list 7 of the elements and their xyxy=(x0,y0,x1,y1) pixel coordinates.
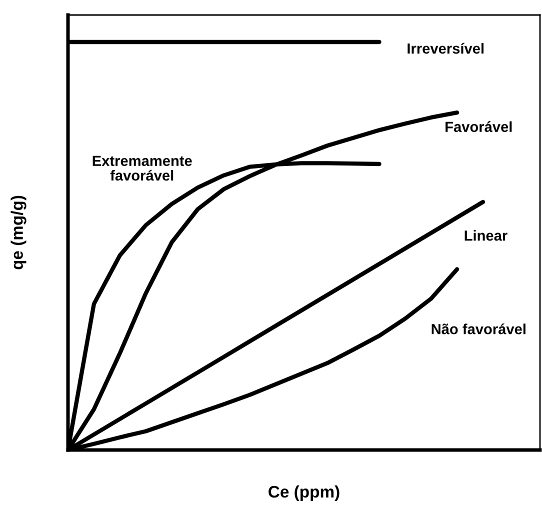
series-label: Extremamente favorável xyxy=(92,156,192,181)
series-label: Favorável xyxy=(446,121,512,132)
series-label: Linear xyxy=(464,230,508,241)
x-axis-title: Ce (ppm) xyxy=(268,485,340,501)
series-label: Não favorável xyxy=(432,323,526,334)
series-label: Irreversível xyxy=(408,42,484,54)
y-axis-title: qe (mg/g) xyxy=(10,196,26,270)
